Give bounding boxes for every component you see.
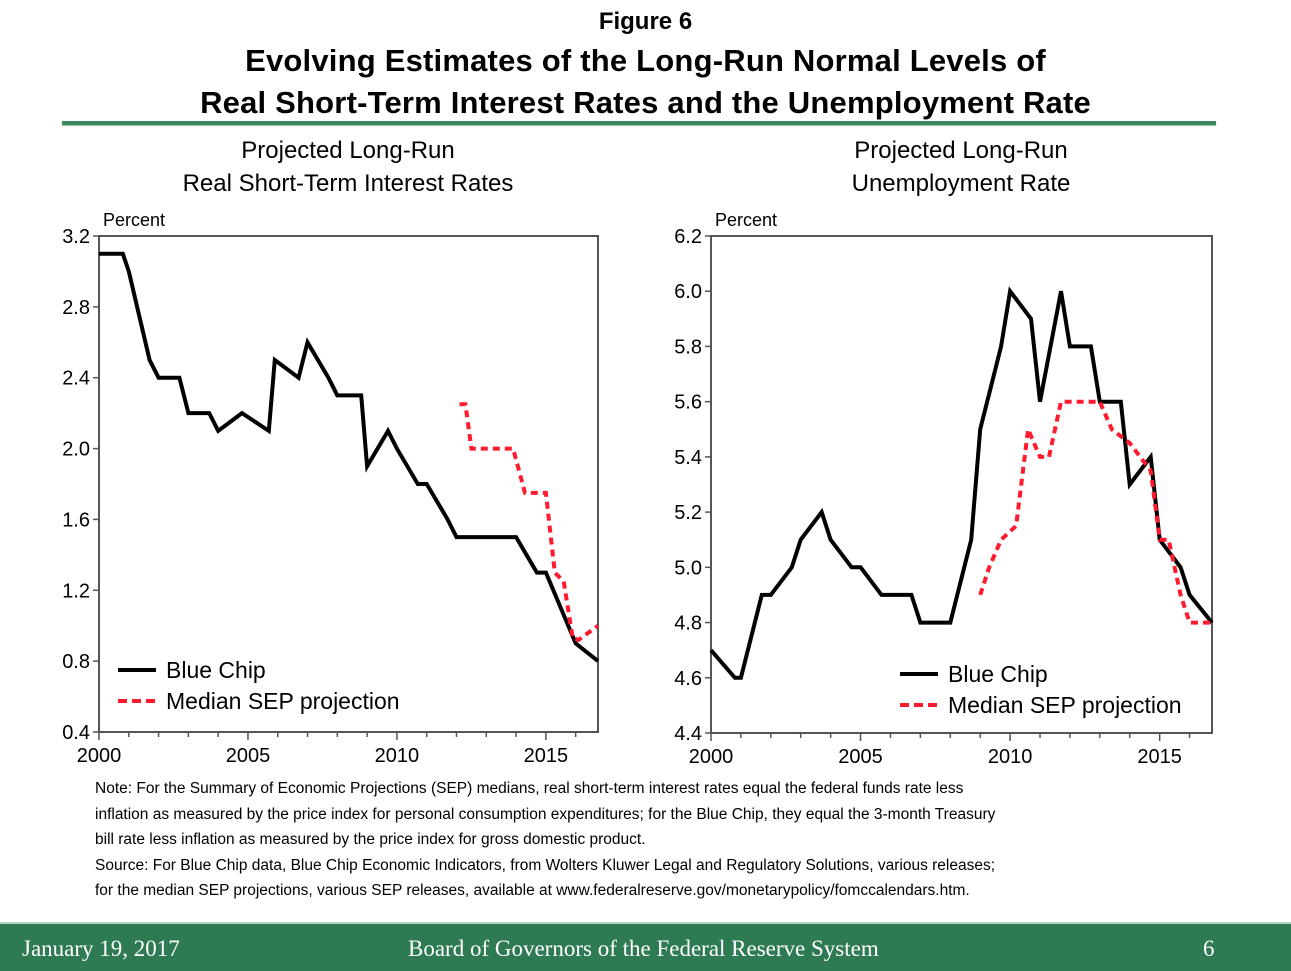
left-y-tick-label: 3.2 (62, 226, 90, 248)
left-y-axis-label: Percent (103, 210, 165, 230)
right-y-tick-label: 5.0 (674, 557, 702, 579)
left-y-tick-label: 2.4 (62, 368, 90, 390)
source-line-1: Source: For Blue Chip data, Blue Chip Ec… (95, 856, 996, 874)
right-chart-title-line-2: Unemployment Rate (851, 170, 1071, 197)
right-y-tick-label: 6.2 (674, 226, 702, 248)
right-y-tick-label: 6.0 (674, 281, 702, 303)
right-blue-chip-series-line (709, 286, 1214, 680)
note-line-3: bill rate less inflation as measured by … (95, 831, 646, 848)
charts-canvas: 0.4 0.8 1.2 1.6 2.0 2.4 2.8 3.2 2000 2005 2010 2015… (62, 210, 1214, 768)
footer-organization: Board of Governors of the Federal Reserv… (408, 936, 879, 961)
left-y-tick-label: 2.0 (62, 439, 90, 461)
figure-label: Figure 6 (598, 8, 693, 35)
left-y-tick-label: 2.8 (62, 297, 90, 319)
right-x-tick-label: 2015 (1137, 746, 1182, 768)
right-y-tick-label: 5.2 (674, 502, 702, 524)
figure-title: Evolving Estimates of the Long-Run Norma… (0, 40, 1291, 124)
left-sep-series-line (459, 402, 600, 643)
source-line-2: for the median SEP projections, various … (95, 882, 970, 899)
right-x-tick-label: 2000 (689, 746, 734, 768)
left-legend-blue-chip-label: Blue Chip (166, 657, 266, 683)
footer-page-number: 6 (1203, 936, 1215, 961)
left-y-tick-label: 0.4 (62, 722, 90, 744)
left-x-tick-label: 2000 (77, 745, 122, 767)
note-line-1: Note: For the Summary of Economic Projec… (95, 780, 964, 797)
right-legend-sep-label: Median SEP projection (948, 692, 1182, 718)
right-x-tick-label: 2010 (988, 746, 1033, 768)
note-line-2: inflation as measured by the price index… (95, 805, 996, 823)
left-chart-title-line-1: Projected Long-Run (241, 137, 455, 164)
right-y-axis-label: Percent (715, 210, 777, 230)
right-y-tick-label: 4.6 (674, 668, 702, 690)
figure-title-line-2: Real Short-Term Interest Rates and the U… (200, 85, 1091, 120)
title-divider (62, 121, 1216, 125)
figure-title-line-1: Evolving Estimates of the Long-Run Norma… (245, 43, 1046, 78)
right-y-tick-label: 4.8 (674, 613, 702, 635)
right-x-tick-label: 2005 (838, 746, 883, 768)
right-y-tick-label: 5.8 (674, 336, 702, 358)
right-y-tick-label: 5.6 (674, 392, 702, 414)
left-y-tick-label: 0.8 (62, 651, 90, 673)
left-x-tick-label: 2005 (226, 745, 271, 767)
left-x-tick-label: 2015 (524, 745, 569, 767)
left-y-tick-label: 1.2 (62, 580, 90, 602)
left-chart-title: Projected Long-Run Real Short-Term Inter… (98, 134, 598, 200)
right-sep-series-line (978, 399, 1212, 625)
right-chart-title: Projected Long-Run Unemployment Rate (710, 134, 1212, 200)
right-legend-blue-chip-label: Blue Chip (948, 661, 1048, 687)
left-blue-chip-series-line (99, 251, 600, 663)
right-chart-title-line-1: Projected Long-Run (854, 137, 1068, 164)
right-y-tick-label: 5.4 (674, 447, 702, 469)
notes-block: Note: For the Summary of Economic Projec… (95, 776, 1235, 904)
left-y-tick-label: 1.6 (62, 509, 90, 531)
left-plot-frame (98, 235, 599, 733)
left-legend-sep-label: Median SEP projection (166, 688, 400, 714)
footer-bar: January 19, 2017 Board of Governors of t… (0, 922, 1291, 971)
right-plot-frame (710, 235, 1213, 734)
left-chart-title-line-2: Real Short-Term Interest Rates (182, 170, 514, 197)
right-y-tick-label: 4.4 (674, 723, 702, 745)
footer-date: January 19, 2017 (22, 936, 180, 961)
left-x-tick-label: 2010 (375, 745, 420, 767)
